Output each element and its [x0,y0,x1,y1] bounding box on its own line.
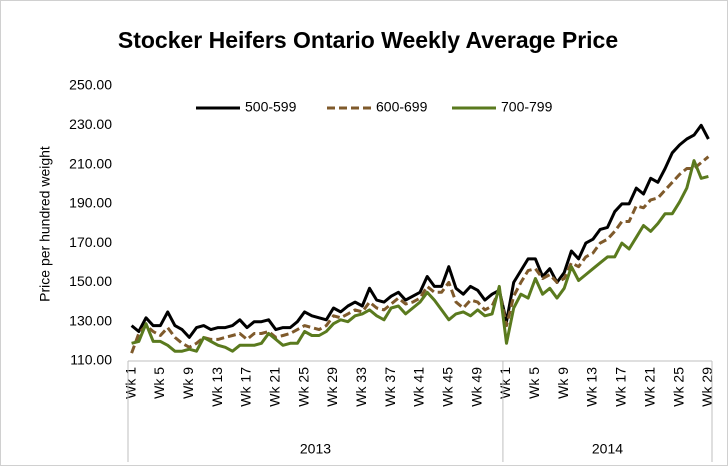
y-tick-label: 190.00 [69,195,112,211]
y-tick-label: 150.00 [69,273,112,289]
x-tick-label: Wk 9 [180,367,196,399]
legend-label: 700-799 [501,99,553,115]
x-tick-label: Wk 33 [353,367,369,407]
series-line [131,159,709,353]
x-tick-label: Wk 1 [497,367,513,399]
legend-label: 500-599 [245,99,297,115]
x-tick-label: Wk 5 [526,367,542,399]
y-tick-label: 230.00 [69,116,112,132]
x-tick-label: Wk 17 [238,367,254,407]
x-tick-label: Wk 9 [555,367,571,399]
x-tick-label: Wk 21 [641,367,657,407]
x-tick-label: Wk 41 [411,367,427,407]
x-tick-label: Wk 17 [613,367,629,407]
x-tick-label: Wk 1 [122,367,138,399]
x-tick-label: Wk 29 [324,367,340,407]
y-tick-label: 250.00 [69,77,112,93]
legend-label: 600-699 [376,99,428,115]
x-tick-label: Wk 13 [209,367,225,407]
x-tick-label: Wk 5 [151,367,167,399]
group-label: 2014 [592,441,623,457]
series-line [130,155,710,354]
x-tick-label: Wk 45 [440,367,456,407]
x-tick-label: Wk 25 [295,367,311,407]
series-line [130,123,710,339]
chart-title: Stocker Heifers Ontario Weekly Average P… [118,27,618,53]
y-tick-label: 130.00 [69,312,112,328]
x-tick-label: Wk 29 [699,367,715,407]
x-tick-label: Wk 49 [468,367,484,407]
x-tick-label: Wk 21 [267,367,283,407]
y-tick-label: 210.00 [69,155,112,171]
y-axis-label: Price per hundred weight [37,146,53,302]
group-label: 2013 [300,441,331,457]
y-tick-label: 170.00 [69,234,112,250]
x-tick-label: Wk 13 [584,367,600,407]
x-tick-label: Wk 37 [382,367,398,407]
x-tick-label: Wk 25 [670,367,686,407]
y-tick-label: 110.00 [70,352,112,368]
